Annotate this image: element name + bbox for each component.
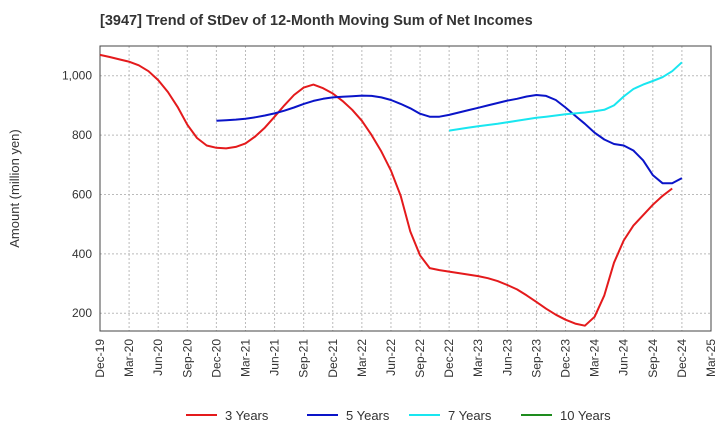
y-tick-label: 400 bbox=[72, 247, 92, 261]
x-tick-label: Jun-23 bbox=[500, 339, 514, 376]
y-tick-label: 1,000 bbox=[62, 69, 92, 83]
x-tick-label: Jun-22 bbox=[384, 339, 398, 376]
x-tick-label: Mar-24 bbox=[588, 339, 602, 377]
x-tick-label: Sep-20 bbox=[180, 339, 194, 378]
series-line-5-years bbox=[216, 94, 683, 185]
x-tick-label: Jun-24 bbox=[617, 339, 631, 376]
legend-label: 7 Years bbox=[448, 408, 492, 423]
legend-label: 3 Years bbox=[225, 408, 269, 423]
series-line-3-years bbox=[99, 53, 673, 327]
x-tick-label: Dec-24 bbox=[675, 339, 689, 378]
x-tick-label: Dec-22 bbox=[442, 339, 456, 378]
x-tick-label: Sep-22 bbox=[413, 339, 427, 378]
x-tick-label: Jun-20 bbox=[151, 339, 165, 376]
x-tick-label: Sep-24 bbox=[646, 339, 660, 378]
series-line-7-years bbox=[448, 61, 683, 132]
y-axis-title: Amount (million yen) bbox=[7, 129, 22, 248]
x-tick-label: Jun-21 bbox=[268, 339, 282, 376]
y-tick-label: 600 bbox=[72, 187, 92, 201]
x-tick-label: Dec-21 bbox=[326, 339, 340, 378]
plot-frame bbox=[99, 45, 712, 332]
x-tick-label: Mar-23 bbox=[471, 339, 485, 377]
x-tick-label: Dec-19 bbox=[93, 339, 107, 378]
chart-title: [3947] Trend of StDev of 12-Month Moving… bbox=[100, 13, 533, 29]
x-tick-label: Mar-22 bbox=[355, 339, 369, 377]
x-tick-label: Mar-20 bbox=[122, 339, 136, 377]
x-tick-label: Mar-21 bbox=[238, 339, 252, 377]
x-tick-label: Sep-21 bbox=[297, 339, 311, 378]
x-tick-label: Sep-23 bbox=[529, 339, 543, 378]
legend-label: 5 Years bbox=[346, 408, 390, 423]
y-tick-label: 200 bbox=[72, 306, 92, 320]
x-tick-label: Dec-20 bbox=[209, 339, 223, 378]
x-tick-label: Mar-25 bbox=[704, 339, 718, 377]
y-tick-label: 800 bbox=[72, 128, 92, 142]
legend-label: 10 Years bbox=[560, 408, 611, 423]
x-tick-label: Dec-23 bbox=[559, 339, 573, 378]
